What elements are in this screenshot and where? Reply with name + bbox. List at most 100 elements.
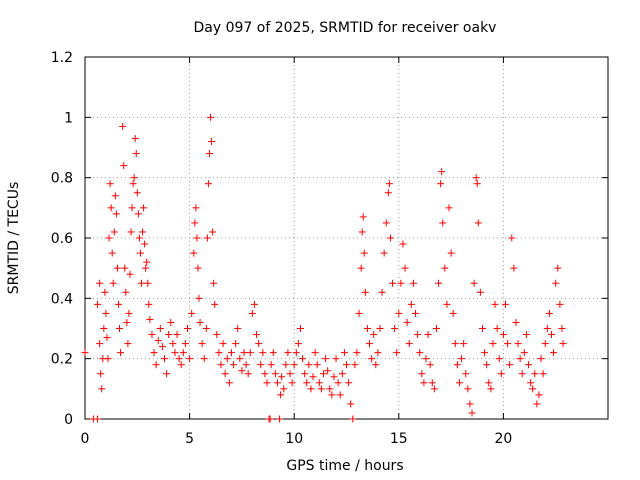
data-point [142,264,150,272]
data-point [504,340,512,348]
data-point [198,340,206,348]
data-point [455,379,463,387]
data-point [257,361,265,369]
data-point [133,189,141,197]
data-point [437,180,445,188]
data-point [428,379,436,387]
data-point [483,361,491,369]
data-point [280,385,288,393]
data-point [126,270,134,278]
data-point [96,279,104,287]
data-point [188,309,196,317]
x-tick-label: 5 [185,431,194,447]
data-point [424,331,432,339]
data-point [238,367,246,375]
data-point [210,279,218,287]
y-tick-label: 0.4 [51,291,73,307]
data-point [277,391,285,399]
data-point [401,264,409,272]
data-point [489,340,497,348]
data-point [134,210,142,218]
data-point [445,204,453,212]
data-point [132,150,140,158]
data-point [315,379,323,387]
data-point [101,288,109,296]
data-point [491,300,499,308]
data-point [167,318,175,326]
data-point [554,264,562,272]
data-point [209,228,217,236]
data-point [372,361,380,369]
data-point [384,189,392,197]
data-point [495,355,503,363]
data-point [497,370,505,378]
data-point [207,113,215,121]
data-point [358,228,366,236]
data-point [102,309,110,317]
data-point [359,213,367,221]
data-point [449,309,457,317]
data-point [443,300,451,308]
data-point [380,249,388,257]
data-point [259,349,267,357]
data-point [278,373,286,381]
data-point [309,373,317,381]
data-point [242,361,250,369]
data-point [435,279,443,287]
data-point [236,355,244,363]
data-point [397,279,405,287]
data-point [255,340,263,348]
axis-ticks: 0 5 10 15 20 0 0.2 0.4 0.6 0.8 1 1.2 [51,50,608,447]
data-point [217,361,225,369]
data-point [193,234,201,242]
data-point [493,325,501,332]
data-point [244,370,252,378]
data-point [458,355,466,363]
data-point [537,355,545,363]
data-point [120,162,128,170]
data-point [116,325,124,332]
data-point [473,180,481,188]
data-point [292,349,300,357]
data-point [399,240,407,248]
data-point [418,370,426,378]
data-point [385,180,393,188]
data-point [529,385,537,393]
data-point [173,331,181,339]
data-point [146,315,154,323]
data-point [478,325,486,332]
data-point [135,234,143,242]
data-point [128,204,136,212]
data-point [152,361,160,369]
data-point [97,370,105,378]
data-point [221,370,229,378]
data-point [360,249,368,257]
data-point [522,331,530,339]
data-point [370,331,378,339]
data-point [299,355,307,363]
data-point [531,370,539,378]
data-point [81,349,89,357]
data-point [324,367,332,375]
data-point [139,228,147,236]
data-point [441,264,449,272]
data-point [412,309,420,317]
data-point [351,361,359,369]
data-point [208,137,216,145]
x-axis-label: GPS time / hours [286,458,403,474]
data-point [100,325,108,332]
grid-lines [85,57,608,419]
data-point [122,288,130,296]
data-point [405,340,413,348]
data-point [545,309,553,317]
data-point [386,234,394,242]
data-point [361,288,369,296]
data-point [559,340,567,348]
data-point [328,391,336,399]
data-point [525,361,533,369]
data-point [416,349,424,357]
data-point [253,331,261,339]
data-points [81,113,567,423]
data-point [514,340,522,348]
data-point [114,300,122,308]
